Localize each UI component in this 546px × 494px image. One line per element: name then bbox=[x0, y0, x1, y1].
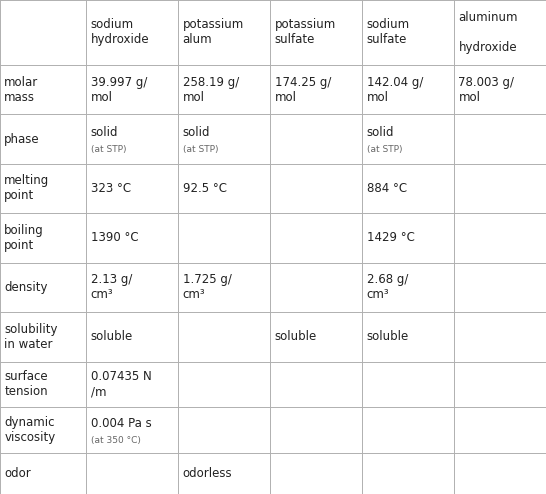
Text: sodium
sulfate: sodium sulfate bbox=[366, 18, 410, 46]
Text: 1429 °C: 1429 °C bbox=[366, 231, 414, 245]
Text: 323 °C: 323 °C bbox=[91, 182, 131, 195]
Text: 1390 °C: 1390 °C bbox=[91, 231, 138, 245]
Text: (at 350 °C): (at 350 °C) bbox=[91, 436, 141, 445]
Text: solid: solid bbox=[91, 125, 118, 139]
Text: density: density bbox=[4, 281, 48, 294]
Text: 2.68 g/
cm³: 2.68 g/ cm³ bbox=[366, 273, 408, 301]
Text: 39.997 g/
mol: 39.997 g/ mol bbox=[91, 76, 147, 104]
Text: 884 °C: 884 °C bbox=[366, 182, 407, 195]
Text: 258.19 g/
mol: 258.19 g/ mol bbox=[183, 76, 239, 104]
Text: odor: odor bbox=[4, 467, 31, 480]
Text: dynamic
viscosity: dynamic viscosity bbox=[4, 416, 56, 444]
Text: melting
point: melting point bbox=[4, 174, 50, 203]
Text: soluble: soluble bbox=[91, 330, 133, 343]
Text: 174.25 g/
mol: 174.25 g/ mol bbox=[275, 76, 331, 104]
Text: (at STP): (at STP) bbox=[91, 145, 126, 155]
Text: solid: solid bbox=[183, 125, 210, 139]
Text: (at STP): (at STP) bbox=[366, 145, 402, 155]
Text: aluminum

hydroxide: aluminum hydroxide bbox=[459, 11, 518, 54]
Text: sodium
hydroxide: sodium hydroxide bbox=[91, 18, 150, 46]
Text: solid: solid bbox=[366, 125, 394, 139]
Text: solubility
in water: solubility in water bbox=[4, 323, 58, 351]
Text: potassium
sulfate: potassium sulfate bbox=[275, 18, 336, 46]
Text: boiling
point: boiling point bbox=[4, 224, 44, 252]
Text: potassium
alum: potassium alum bbox=[183, 18, 244, 46]
Text: 142.04 g/
mol: 142.04 g/ mol bbox=[366, 76, 423, 104]
Text: 2.13 g/
cm³: 2.13 g/ cm³ bbox=[91, 273, 132, 301]
Text: 1.725 g/
cm³: 1.725 g/ cm³ bbox=[183, 273, 232, 301]
Text: molar
mass: molar mass bbox=[4, 76, 39, 104]
Text: soluble: soluble bbox=[366, 330, 409, 343]
Text: soluble: soluble bbox=[275, 330, 317, 343]
Text: phase: phase bbox=[4, 132, 40, 146]
Text: 92.5 °C: 92.5 °C bbox=[183, 182, 227, 195]
Text: (at STP): (at STP) bbox=[183, 145, 218, 155]
Text: 78.003 g/
mol: 78.003 g/ mol bbox=[459, 76, 514, 104]
Text: surface
tension: surface tension bbox=[4, 370, 48, 398]
Text: 0.07435 N
/m: 0.07435 N /m bbox=[91, 370, 151, 398]
Text: odorless: odorless bbox=[183, 467, 232, 480]
Text: 0.004 Pa s: 0.004 Pa s bbox=[91, 417, 151, 430]
